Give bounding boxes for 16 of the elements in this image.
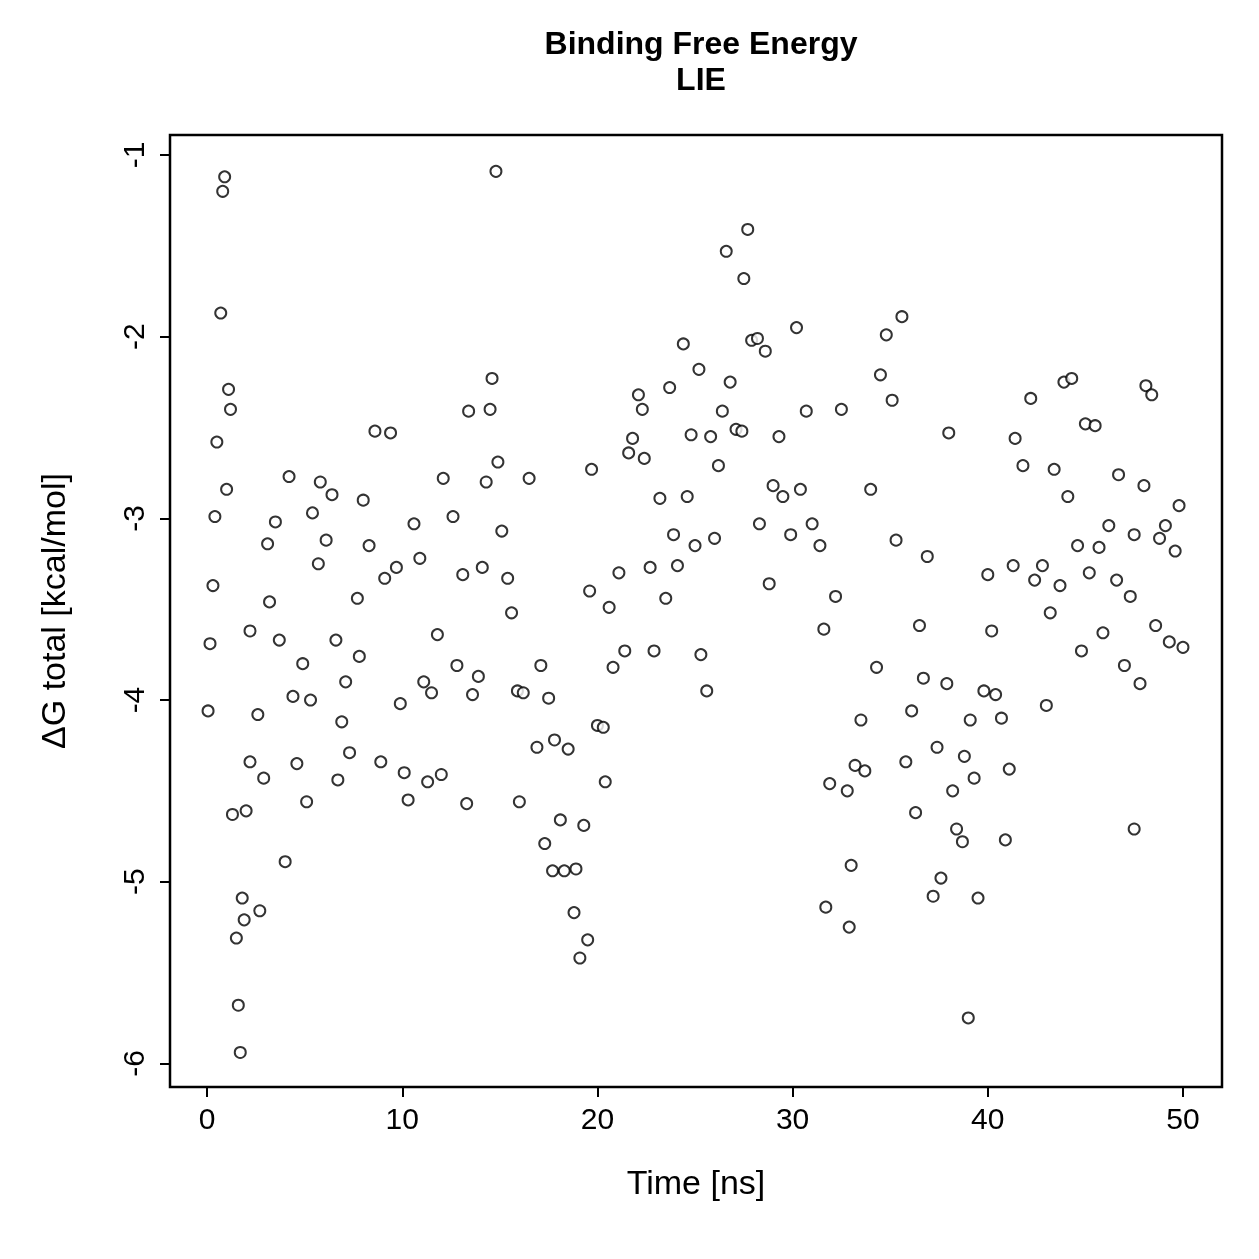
x-tick-label: 30 — [775, 1101, 810, 1135]
x-tick-label: 40 — [971, 1101, 1005, 1135]
chart-title: Binding Free Energy — [544, 25, 858, 61]
y-tick-label: -2 — [116, 323, 150, 351]
y-tick-label: -3 — [116, 505, 150, 532]
x-tick-label: 0 — [198, 1101, 216, 1135]
y-tick-label: -1 — [116, 141, 150, 169]
x-axis-title: Time [ns] — [626, 1163, 766, 1201]
chart-subtitle: LIE — [676, 61, 726, 97]
x-tick-label: 20 — [580, 1101, 615, 1135]
y-tick-label: -6 — [116, 1050, 150, 1077]
y-tick-label: -4 — [116, 686, 150, 714]
x-tick-label: 50 — [1166, 1101, 1200, 1135]
y-axis-title: ΔG total [kcal/mol] — [34, 473, 72, 749]
y-tick-label: -5 — [116, 868, 150, 896]
x-tick-label: 10 — [385, 1101, 419, 1135]
